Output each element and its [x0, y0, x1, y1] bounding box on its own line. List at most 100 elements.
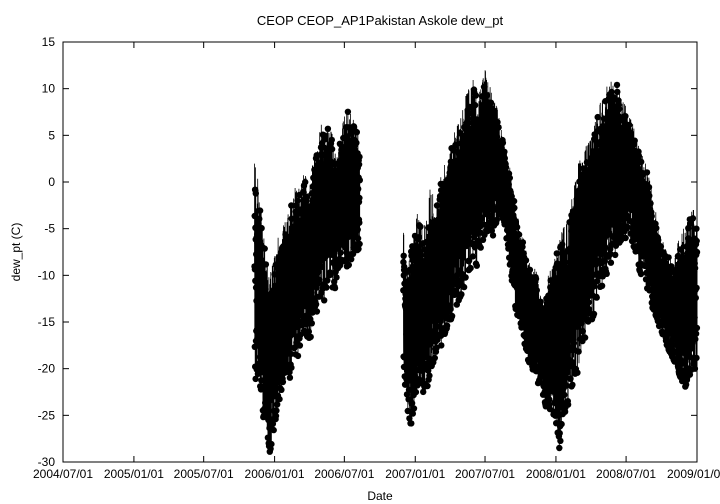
- data-point: [493, 216, 500, 224]
- data-point: [655, 278, 662, 285]
- data-point: [676, 317, 683, 324]
- data-point: [300, 321, 307, 328]
- data-point: [269, 420, 277, 427]
- data-point: [324, 277, 331, 284]
- data-point: [428, 316, 436, 323]
- data-point: [432, 278, 440, 285]
- data-point: [473, 195, 481, 202]
- data-point: [428, 328, 435, 335]
- data-point: [638, 158, 645, 166]
- data-point: [574, 369, 581, 376]
- data-point: [495, 124, 502, 131]
- data-point: [502, 164, 510, 171]
- data-point: [540, 358, 547, 365]
- data-point: [433, 202, 441, 209]
- data-point: [272, 412, 280, 420]
- data-point: [487, 99, 495, 106]
- data-point: [330, 250, 337, 257]
- data-point: [308, 320, 315, 327]
- data-point: [535, 347, 542, 354]
- data-point: [478, 215, 485, 222]
- data-point: [511, 204, 518, 212]
- data-point: [297, 331, 304, 339]
- data-point: [284, 340, 291, 347]
- data-point: [301, 286, 309, 293]
- data-marks: [251, 70, 701, 455]
- data-point: [409, 410, 416, 417]
- data-point: [257, 386, 265, 393]
- data-point: [623, 223, 631, 230]
- data-point: [526, 266, 534, 273]
- x-axis-label: Date: [367, 489, 393, 503]
- data-point: [646, 192, 653, 199]
- data-point: [447, 247, 454, 254]
- data-point: [632, 228, 640, 236]
- data-point: [689, 215, 697, 222]
- data-point: [558, 420, 565, 428]
- data-point: [585, 172, 592, 180]
- data-point: [423, 349, 430, 356]
- data-point: [315, 268, 322, 276]
- data-point: [553, 342, 560, 349]
- data-point: [256, 207, 264, 214]
- data-point: [410, 263, 417, 270]
- data-point: [288, 364, 295, 371]
- data-point: [677, 278, 684, 286]
- x-tick-label: 2009/01/01: [667, 467, 720, 481]
- data-point: [575, 240, 582, 247]
- data-point: [567, 375, 574, 382]
- data-point: [324, 125, 332, 132]
- data-point: [405, 386, 413, 393]
- data-point: [548, 323, 556, 331]
- data-point: [271, 330, 279, 337]
- data-point: [414, 333, 421, 340]
- data-point: [622, 113, 629, 120]
- data-point: [670, 349, 678, 356]
- axes: -30 -25 -20 -15 -10 -5 0 5 10 15 2004/07/01 2005/01…: [33, 35, 720, 481]
- data-point: [661, 311, 668, 318]
- data-point: [689, 306, 696, 313]
- data-point: [555, 347, 562, 355]
- series-0: [251, 108, 363, 455]
- data-point: [269, 355, 277, 362]
- data-point: [307, 222, 315, 230]
- data-point: [253, 326, 261, 333]
- y-tick-label: 15: [42, 35, 56, 49]
- data-point: [318, 263, 326, 270]
- data-point: [647, 200, 654, 207]
- data-point: [532, 292, 540, 299]
- data-point: [597, 178, 604, 185]
- data-point: [356, 219, 363, 226]
- data-point: [349, 172, 356, 179]
- data-point: [462, 190, 470, 197]
- data-point: [473, 169, 480, 176]
- data-point: [302, 178, 309, 186]
- x-tick-label: 2008/07/01: [596, 467, 656, 481]
- data-point: [678, 360, 685, 367]
- data-point: [578, 177, 585, 184]
- data-point: [598, 204, 605, 211]
- data-point: [634, 234, 642, 241]
- data-point: [461, 182, 468, 190]
- data-point: [569, 381, 576, 388]
- data-point: [510, 197, 518, 205]
- x-tick-label: 2005/01/01: [104, 467, 164, 481]
- data-point: [460, 135, 467, 142]
- data-point: [547, 331, 554, 338]
- data-point: [291, 296, 299, 303]
- data-point: [687, 220, 694, 227]
- data-point: [312, 210, 319, 217]
- data-point: [268, 343, 276, 351]
- data-point: [435, 294, 442, 302]
- data-point: [416, 251, 424, 258]
- data-point: [294, 197, 301, 204]
- data-point: [598, 209, 605, 216]
- data-point: [278, 386, 285, 393]
- data-point: [622, 234, 629, 242]
- data-point: [577, 184, 584, 191]
- y-tick-label: -5: [44, 222, 55, 236]
- data-point: [588, 207, 595, 214]
- data-point: [460, 283, 468, 291]
- data-point: [539, 372, 546, 379]
- data-point: [349, 212, 356, 219]
